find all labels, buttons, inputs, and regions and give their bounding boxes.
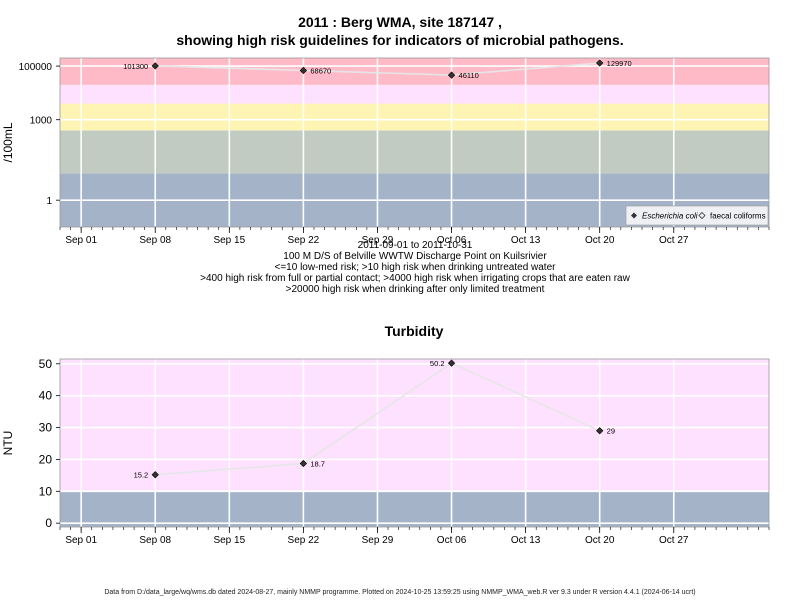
y-tick-label-1-0: 0	[45, 516, 52, 530]
x-tick-label-1-5: Oct 06	[437, 535, 467, 546]
data-label-0-3: 129970	[607, 59, 632, 68]
data-point-0-0	[151, 62, 159, 70]
y-axis-label-1: NTU	[1, 431, 15, 456]
legend-marker-ecoli	[631, 212, 637, 219]
chart-subtitle: 2011-09-01 to 2011-10-31 100 M D/S of Be…	[60, 240, 770, 295]
data-label-1-1: 18.7	[310, 460, 325, 469]
subtitle-line-date-range: 2011-09-01 to 2011-10-31	[357, 240, 473, 251]
y-tick-label-1-2: 20	[39, 452, 53, 466]
x-tick-label-0-8: Oct 27	[659, 235, 689, 246]
risk-band-1-0	[60, 491, 769, 527]
footer-note: Data from D:/data_large/wq/wms.db dated …	[104, 589, 696, 596]
data-label-1-2: 50.2	[430, 359, 445, 368]
subtitle-line-risk-400-4000: >400 high risk from full or partial cont…	[200, 273, 630, 284]
data-point-0-3	[596, 59, 604, 67]
data-label-0-0: 101300	[123, 62, 148, 71]
data-label-0-1: 68670	[310, 66, 331, 75]
data-point-0-2	[447, 71, 456, 79]
risk-band-0-4	[60, 58, 769, 85]
legend-box	[625, 205, 769, 226]
y-tick-label-1-4: 40	[39, 389, 53, 403]
y-tick-label-1-3: 30	[39, 421, 53, 435]
x-tick-label-1-6: Oct 13	[511, 535, 541, 546]
panel-frame-0	[59, 57, 770, 228]
y-tick-label-0-0: 1	[46, 196, 52, 207]
x-tick-label-1-4: Sep 29	[362, 535, 394, 546]
data-point-1-0	[151, 471, 159, 479]
subtitle-line-risk-10: <=10 low-med risk; >10 high risk when dr…	[274, 262, 556, 273]
subtitle-line-site: 100 M D/S of Belville WWTW Discharge Poi…	[283, 251, 547, 262]
legend-marker-faecal	[698, 211, 706, 220]
x-tick-label-0-2: Sep 15	[213, 235, 245, 246]
chart-title-line2: showing high risk guidelines for indicat…	[176, 32, 624, 48]
y-tick-label-1-1: 10	[39, 484, 53, 498]
x-tick-label-1-8: Oct 27	[659, 535, 689, 546]
x-tick-label-0-6: Oct 13	[511, 235, 541, 246]
x-tick-label-1-2: Sep 15	[213, 535, 245, 546]
x-tick-label-0-5: Oct 06	[437, 235, 467, 246]
x-tick-label-0-1: Sep 08	[139, 235, 171, 246]
x-tick-label-0-7: Oct 20	[585, 235, 615, 246]
y-tick-label-1-5: 50	[39, 357, 53, 371]
x-tick-label-1-1: Sep 08	[139, 535, 171, 546]
panel-frame-1	[59, 358, 770, 528]
chart-title-line1: 2011 : Berg WMA, site 187147 ,	[298, 14, 502, 30]
risk-band-1-1	[60, 359, 769, 492]
data-point-1-1	[299, 459, 308, 468]
x-tick-label-0-4: Sep 29	[362, 235, 394, 246]
y-axis-label-0: /100mL	[1, 122, 15, 162]
data-label-0-2: 46110	[459, 71, 479, 80]
data-label-1-3: 29	[607, 427, 615, 436]
risk-band-0-3	[60, 84, 769, 104]
x-tick-label-1-7: Oct 20	[585, 535, 615, 546]
y-tick-label-0-2: 100000	[19, 62, 53, 73]
x-tick-label-1-0: Sep 01	[65, 535, 97, 546]
data-point-0-1	[299, 66, 308, 75]
risk-band-0-1	[60, 130, 769, 174]
y-tick-label-0-1: 1000	[30, 116, 53, 127]
legend-label-ecoli: Escherichia coli	[642, 212, 698, 221]
series-line-0-0	[155, 62, 600, 76]
subtitle-line-risk-20000: >20000 high risk when drinking after onl…	[285, 284, 545, 295]
x-tick-label-1-3: Sep 22	[288, 535, 320, 546]
data-point-1-2	[447, 359, 456, 367]
legend-label-faecal: faecal coliforms	[710, 212, 766, 221]
data-label-1-0: 15.2	[134, 471, 149, 480]
data-point-1-3	[596, 427, 604, 435]
x-tick-label-0-0: Sep 01	[65, 235, 97, 246]
x-tick-label-0-3: Sep 22	[288, 235, 320, 246]
series-line-1-0	[155, 362, 601, 476]
risk-band-0-2	[60, 103, 769, 131]
panel-title-1: Turbidity	[385, 323, 444, 339]
